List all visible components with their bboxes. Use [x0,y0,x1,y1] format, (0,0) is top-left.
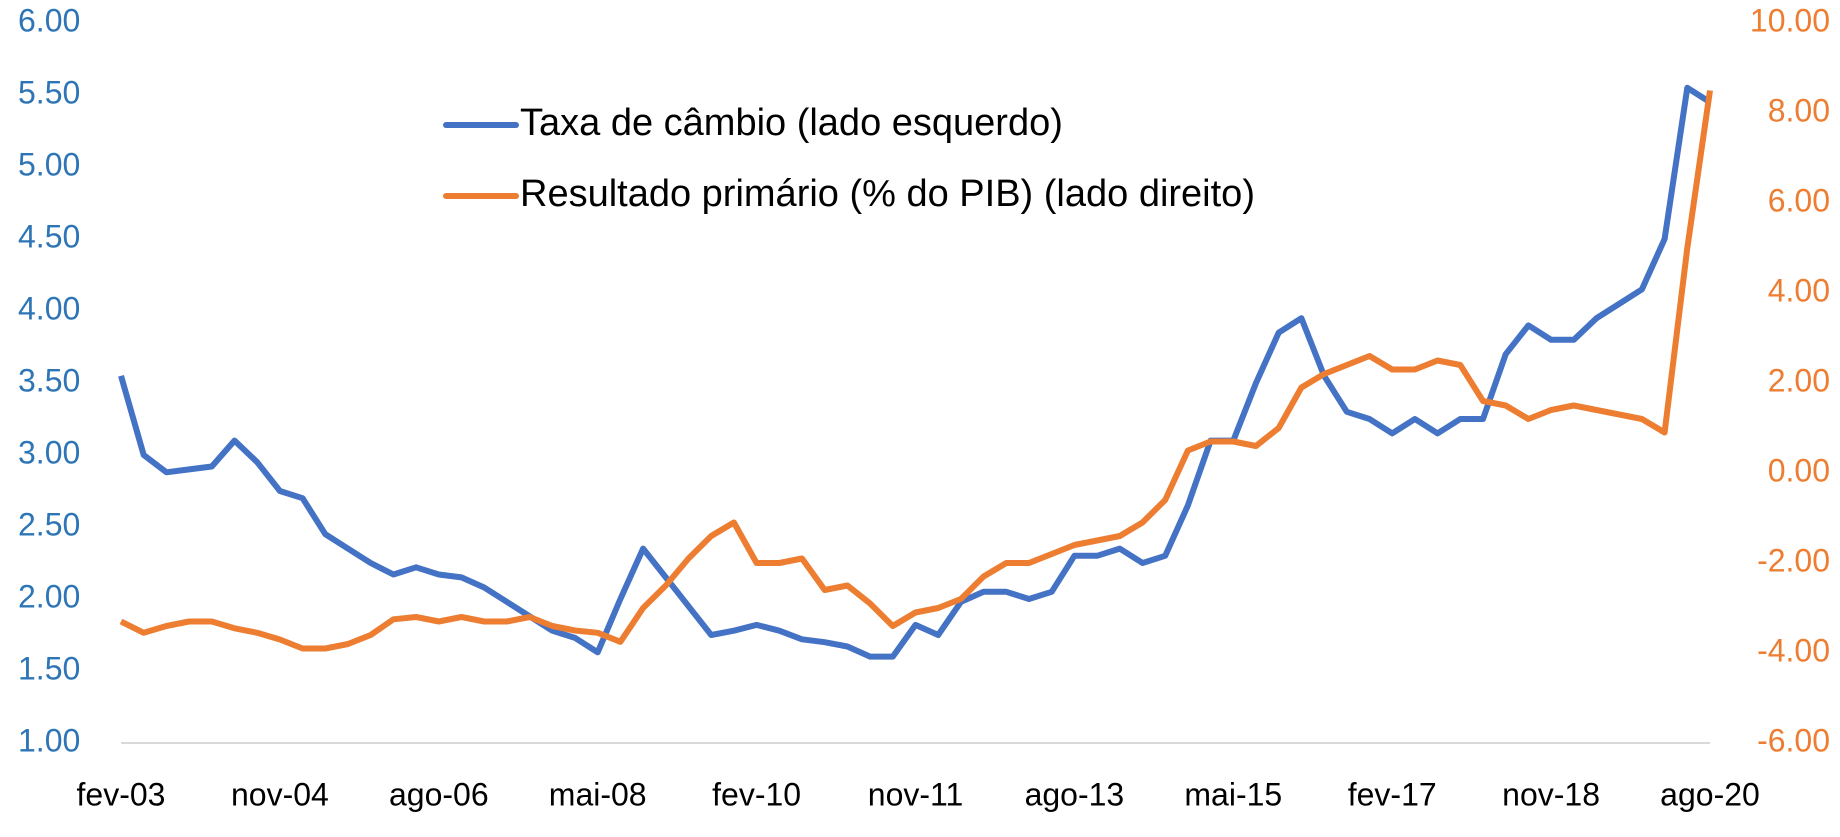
y2-tick-label: 10.00 [1750,2,1830,38]
legend-label: Taxa de câmbio (lado esquerdo) [520,102,1063,144]
y-tick-label: 3.00 [18,434,80,470]
x-tick-label: mai-15 [1184,776,1282,812]
y-tick-label: 4.50 [18,218,80,254]
y2-tick-label: -4.00 [1757,632,1830,668]
x-tick-label: fev-03 [77,776,166,812]
x-tick-label: ago-13 [1025,776,1125,812]
x-tick-label: ago-20 [1660,776,1760,812]
series-line [118,84,1712,660]
y2-tick-label: -6.00 [1757,722,1830,758]
y-tick-label: 1.00 [18,722,80,758]
x-tick-label: mai-08 [549,776,647,812]
legend-label: Resultado primário (% do PIB) (lado dire… [520,173,1255,215]
y2-tick-label: 2.00 [1768,362,1830,398]
y-tick-label: 4.00 [18,290,80,326]
x-tick-label: nov-18 [1502,776,1600,812]
y-tick-label: 3.50 [18,362,80,398]
x-tick-label: fev-17 [1348,776,1437,812]
y2-tick-label: 4.00 [1768,272,1830,308]
y-tick-label: 2.50 [18,506,80,542]
y-tick-label: 6.00 [18,2,80,38]
y-tick-label: 5.50 [18,74,80,110]
series-line [119,90,1713,652]
y-tick-label: 2.00 [18,578,80,614]
y2-tick-label: -2.00 [1757,542,1830,578]
y-tick-label: 5.00 [18,146,80,182]
y2-tick-label: 8.00 [1768,92,1830,128]
x-tick-label: nov-11 [868,776,963,812]
y2-tick-label: 0.00 [1768,452,1830,488]
x-tick-label: fev-10 [712,776,801,812]
y2-tick-label: 6.00 [1768,182,1830,218]
x-tick-label: nov-04 [231,776,329,812]
y-tick-label: 1.50 [18,650,80,686]
x-tick-label: ago-06 [389,776,489,812]
